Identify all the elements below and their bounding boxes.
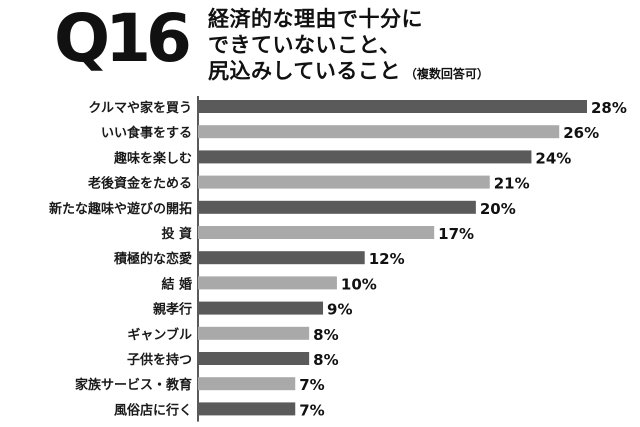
bar-2 [198, 150, 532, 164]
bar-1 [198, 125, 560, 139]
value-label-3: 21% [494, 175, 530, 193]
category-label-6: 積極的な恋愛 [113, 251, 192, 267]
title-line-1: 経済的な理由で十分に [208, 7, 423, 31]
bars-group: クルマや家を買う 28% いい食事をする 26% 趣味を楽しむ 24% 老後資金をためる 21… [49, 99, 627, 419]
category-label-5: 投 資 [161, 226, 192, 242]
bar-6 [198, 251, 365, 265]
value-label-7: 10% [341, 275, 377, 293]
category-label-11: 家族サービス・教育 [75, 377, 192, 393]
chart-title: 経済的な理由で十分に できていないこと、 尻込みしていること （複数回答可） [208, 6, 628, 87]
category-label-7: 結 婚 [161, 276, 192, 292]
bar-0 [198, 100, 587, 113]
category-label-10: 子供を持つ [127, 352, 192, 368]
category-label-0: クルマや家を買う [88, 100, 192, 116]
bar-5 [198, 226, 435, 239]
category-label-12: 風俗店に行く [114, 402, 192, 418]
bar-4 [198, 200, 476, 214]
bar-9 [198, 326, 310, 340]
category-label-4: 新たな趣味や遊びの開拓 [49, 201, 192, 217]
category-label-1: いい食事をする [101, 125, 192, 141]
value-label-8: 9% [327, 301, 352, 319]
value-label-9: 8% [313, 326, 338, 344]
bar-11 [198, 377, 296, 391]
category-label-3: 老後資金をためる [87, 176, 192, 192]
bar-3 [198, 175, 490, 189]
value-label-2: 24% [535, 149, 571, 167]
value-label-12: 7% [299, 401, 324, 419]
value-label-6: 12% [369, 250, 405, 268]
category-label-2: 趣味を楽しむ [113, 150, 192, 166]
title-line-3-text: 尻込みしていること [208, 59, 401, 83]
value-label-5: 17% [438, 225, 474, 243]
bar-10 [198, 352, 310, 365]
title-line-3: 尻込みしていること （複数回答可） [208, 58, 628, 87]
value-label-4: 20% [480, 200, 516, 218]
question-number: Q16 [54, 0, 192, 77]
value-label-11: 7% [299, 376, 324, 394]
value-label-1: 26% [563, 124, 599, 142]
title-note: （複数回答可） [404, 67, 489, 81]
bar-8 [198, 301, 324, 315]
bar-12 [198, 402, 296, 416]
value-label-10: 8% [313, 351, 338, 369]
category-label-8: 親孝行 [153, 302, 192, 318]
value-label-0: 28% [591, 99, 627, 117]
bar-7 [198, 276, 337, 290]
category-label-9: ギャンブル [127, 327, 192, 343]
title-line-2: できていないこと、 [208, 33, 401, 57]
